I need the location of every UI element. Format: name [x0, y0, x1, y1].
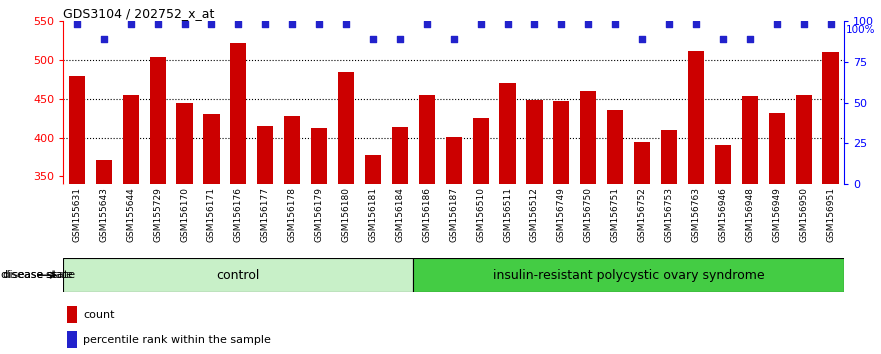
Text: GSM156181: GSM156181 — [368, 187, 377, 242]
Point — [528, 22, 542, 27]
Text: GSM156186: GSM156186 — [422, 187, 432, 242]
Bar — [392, 127, 408, 354]
Text: GSM156948: GSM156948 — [745, 187, 754, 242]
Bar — [661, 130, 677, 354]
Bar — [311, 128, 327, 354]
Text: GSM156171: GSM156171 — [207, 187, 216, 242]
Bar — [338, 72, 354, 354]
Text: GSM155643: GSM155643 — [100, 187, 108, 242]
Text: disease state: disease state — [1, 270, 75, 280]
Bar — [204, 114, 219, 354]
Text: 100%: 100% — [846, 25, 875, 35]
Point — [796, 22, 811, 27]
Text: GSM156949: GSM156949 — [773, 187, 781, 242]
Bar — [446, 137, 462, 354]
Text: GSM156951: GSM156951 — [826, 187, 835, 242]
Text: GSM156946: GSM156946 — [718, 187, 728, 242]
Bar — [472, 118, 489, 354]
Text: GSM156512: GSM156512 — [530, 187, 539, 242]
Bar — [634, 142, 650, 354]
Text: count: count — [83, 310, 115, 320]
Bar — [122, 95, 139, 354]
Bar — [714, 145, 731, 354]
Text: GSM156752: GSM156752 — [638, 187, 647, 242]
Point — [500, 22, 515, 27]
Point — [177, 22, 191, 27]
Text: GSM156750: GSM156750 — [584, 187, 593, 242]
Point — [285, 22, 300, 27]
Point — [770, 22, 784, 27]
Point — [474, 22, 488, 27]
Point — [232, 22, 246, 27]
Point — [743, 36, 757, 42]
Text: GSM156187: GSM156187 — [449, 187, 458, 242]
Bar — [67, 306, 78, 323]
Bar — [365, 155, 381, 354]
Bar — [768, 113, 785, 354]
Point — [70, 22, 84, 27]
Bar — [688, 51, 704, 354]
Point — [366, 36, 380, 42]
Point — [447, 36, 461, 42]
Point — [393, 36, 407, 42]
Bar — [96, 160, 112, 354]
Bar — [418, 95, 435, 354]
Point — [339, 22, 353, 27]
Point — [419, 22, 433, 27]
Text: GSM156184: GSM156184 — [396, 187, 404, 242]
Bar — [742, 96, 758, 354]
Bar — [69, 75, 85, 354]
Bar — [553, 101, 569, 354]
Text: GSM156751: GSM156751 — [611, 187, 619, 242]
Point — [258, 22, 272, 27]
Bar — [176, 103, 193, 354]
Point — [635, 36, 649, 42]
Text: GSM156510: GSM156510 — [476, 187, 485, 242]
Text: GSM156177: GSM156177 — [261, 187, 270, 242]
Text: GSM156170: GSM156170 — [180, 187, 189, 242]
Bar — [230, 43, 247, 354]
Text: disease state: disease state — [4, 270, 72, 280]
Point — [716, 36, 730, 42]
Point — [123, 22, 137, 27]
Point — [824, 22, 838, 27]
Text: GSM156176: GSM156176 — [233, 187, 243, 242]
Bar — [150, 57, 166, 354]
Bar — [581, 91, 596, 354]
Point — [312, 22, 326, 27]
Point — [554, 22, 568, 27]
Point — [662, 22, 676, 27]
Bar — [607, 110, 623, 354]
Text: GDS3104 / 202752_x_at: GDS3104 / 202752_x_at — [63, 7, 215, 20]
Bar — [413, 258, 844, 292]
Bar — [285, 116, 300, 354]
Text: GSM156950: GSM156950 — [799, 187, 808, 242]
Point — [581, 22, 596, 27]
Text: percentile rank within the sample: percentile rank within the sample — [83, 335, 270, 344]
Text: GSM156178: GSM156178 — [288, 187, 297, 242]
Text: GSM155631: GSM155631 — [72, 187, 81, 242]
Text: control: control — [217, 269, 260, 282]
Text: GSM156749: GSM156749 — [557, 187, 566, 242]
Text: GSM156763: GSM156763 — [692, 187, 700, 242]
Text: GSM155644: GSM155644 — [126, 187, 135, 242]
Text: GSM156179: GSM156179 — [315, 187, 323, 242]
Bar — [67, 331, 78, 348]
Point — [204, 22, 218, 27]
Point — [689, 22, 703, 27]
Text: GSM156511: GSM156511 — [503, 187, 512, 242]
Point — [608, 22, 622, 27]
Bar — [526, 99, 543, 354]
Point — [151, 22, 165, 27]
Bar — [796, 95, 811, 354]
Text: GSM155729: GSM155729 — [153, 187, 162, 242]
Bar — [500, 83, 515, 354]
Point — [97, 36, 111, 42]
Bar — [257, 126, 273, 354]
Bar — [63, 258, 413, 292]
Bar — [823, 52, 839, 354]
Text: GSM156753: GSM156753 — [664, 187, 674, 242]
Text: GSM156180: GSM156180 — [342, 187, 351, 242]
Text: insulin-resistant polycystic ovary syndrome: insulin-resistant polycystic ovary syndr… — [492, 269, 765, 282]
